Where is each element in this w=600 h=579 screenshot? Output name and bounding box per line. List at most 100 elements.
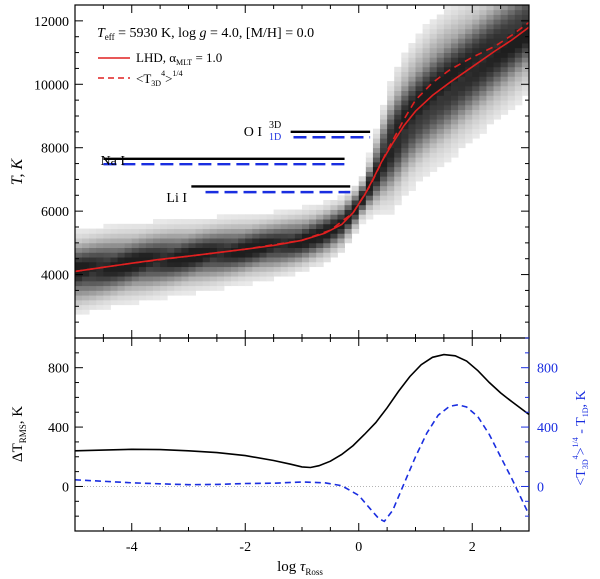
heatmap-cell xyxy=(465,119,473,125)
heatmap-cell xyxy=(443,33,452,39)
heatmap-cell xyxy=(160,228,168,234)
right-ylabel-sub2: 1D xyxy=(581,407,590,417)
heatmap-cell xyxy=(323,204,331,210)
heatmap-cell xyxy=(75,238,83,244)
heatmap-cell xyxy=(415,100,423,106)
heatmap-cell xyxy=(458,38,466,44)
heatmap-cell xyxy=(96,295,104,301)
heatmap-cell xyxy=(486,38,494,44)
heatmap-cell xyxy=(231,233,239,239)
heatmap-cell xyxy=(252,276,260,282)
heatmap-cell xyxy=(479,81,487,87)
heatmap-cell xyxy=(82,295,90,301)
heatmap-cell xyxy=(422,138,431,144)
heatmap-cell xyxy=(443,9,452,15)
heatmap-cell xyxy=(429,76,438,82)
heatmap-cell xyxy=(443,52,452,58)
heatmap-cell xyxy=(422,33,431,39)
heatmap-cell xyxy=(401,142,409,149)
heatmap-cell xyxy=(394,181,402,187)
heatmap-cell xyxy=(138,261,147,268)
heatmap-cell xyxy=(394,138,402,144)
heatmap-cell xyxy=(110,238,118,244)
heatmap-cell xyxy=(223,247,232,253)
heatmap-cell xyxy=(153,223,161,229)
heatmap-cell xyxy=(486,76,494,82)
heatmap-cell xyxy=(500,9,509,15)
heatmap-cell xyxy=(323,200,331,206)
heatmap-cell xyxy=(209,228,218,234)
heatmap-cell xyxy=(422,38,431,44)
right-ylabel-a: <T xyxy=(574,469,589,486)
x-tick-label: -2 xyxy=(239,540,251,555)
heatmap-cell xyxy=(358,219,367,225)
top-y-tick-label: 4000 xyxy=(41,269,69,284)
heatmap-cell xyxy=(507,95,516,101)
heatmap-cell xyxy=(316,238,324,244)
heatmap-cell xyxy=(422,28,431,34)
heatmap-cell xyxy=(188,257,196,263)
heatmap-cell xyxy=(181,266,189,272)
heatmap-cell xyxy=(124,271,133,277)
heatmap-cell xyxy=(436,76,445,82)
heatmap-cell xyxy=(89,242,97,249)
heatmap-cell xyxy=(259,247,267,253)
heatmap-cell xyxy=(479,43,487,49)
heatmap-cell xyxy=(330,204,338,210)
legend-mean3d-a: <T xyxy=(136,71,151,86)
heatmap-cell xyxy=(89,238,97,244)
heatmap-cell xyxy=(422,114,431,120)
heatmap-cell xyxy=(514,19,523,25)
heatmap-cell xyxy=(408,119,416,125)
heatmap-cell xyxy=(252,261,260,268)
heatmap-cell xyxy=(401,147,409,153)
heatmap-cell xyxy=(465,133,473,139)
heatmap-cell xyxy=(401,81,409,87)
heatmap-cell xyxy=(188,247,196,253)
heatmap-cell xyxy=(408,76,416,82)
heatmap-cell xyxy=(443,24,452,30)
bottom-right-tick-label: 400 xyxy=(537,421,558,436)
heatmap-cell xyxy=(302,228,310,234)
heatmap-cell xyxy=(238,238,246,244)
heatmap-cell xyxy=(394,190,402,196)
heatmap-cell xyxy=(493,38,502,44)
heatmap-cell xyxy=(472,76,480,82)
heatmap-cell xyxy=(131,223,140,229)
heatmap-cell xyxy=(450,128,459,134)
heatmap-cell xyxy=(443,71,452,77)
heatmap-cell xyxy=(500,95,509,101)
heatmap-cell xyxy=(372,128,381,134)
heatmap-cell xyxy=(337,209,345,215)
heatmap-cell xyxy=(266,238,275,244)
heatmap-cell xyxy=(443,14,452,20)
heatmap-cell xyxy=(202,238,211,244)
heatmap-cell xyxy=(465,81,473,87)
heatmap-cell xyxy=(238,214,246,220)
heatmap-cell xyxy=(280,247,289,253)
heatmap-cell xyxy=(429,104,438,111)
heatmap-cell xyxy=(401,166,409,172)
heatmap-cell xyxy=(195,285,204,291)
heatmap-cell xyxy=(294,266,303,272)
heatmap-cell xyxy=(450,14,459,20)
heatmap-cell xyxy=(110,242,118,249)
heatmap-cell xyxy=(266,223,275,229)
heatmap-cell xyxy=(82,309,90,315)
heatmap-cell xyxy=(436,81,445,87)
heatmap-cell xyxy=(422,57,431,63)
heatmap-cell xyxy=(195,242,204,249)
heatmap-cell xyxy=(96,257,104,263)
heatmap-cell xyxy=(195,219,204,225)
heatmap-cell xyxy=(415,176,423,182)
heatmap-cell xyxy=(486,47,494,53)
left-ylabel-a: ΔT xyxy=(10,443,26,462)
heatmap-cell xyxy=(493,28,502,34)
heatmap-cell xyxy=(380,104,388,111)
heatmap-cell xyxy=(273,209,282,215)
heatmap-cell xyxy=(458,114,466,120)
heatmap-cell xyxy=(202,233,211,239)
heatmap-cell xyxy=(238,276,246,282)
heatmap-cell xyxy=(145,261,154,268)
heatmap-cell xyxy=(507,57,516,63)
